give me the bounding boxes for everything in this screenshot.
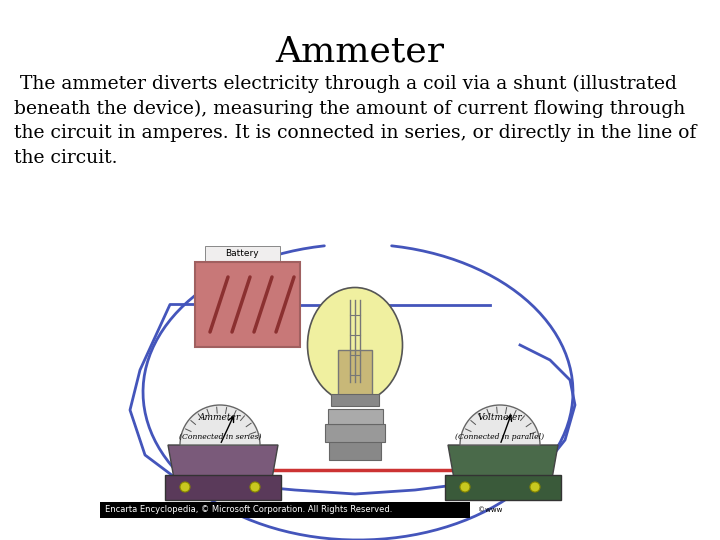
FancyBboxPatch shape [328, 409, 382, 424]
FancyBboxPatch shape [205, 246, 280, 264]
Wedge shape [460, 405, 540, 445]
Text: Voltmeter: Voltmeter [477, 413, 522, 422]
Text: (Connected in series): (Connected in series) [179, 424, 261, 441]
Text: Ammeter: Ammeter [199, 413, 241, 422]
FancyBboxPatch shape [100, 502, 470, 518]
FancyBboxPatch shape [338, 350, 372, 405]
Text: The ammeter diverts electricity through a coil via a shunt (illustrated
beneath : The ammeter diverts electricity through … [14, 75, 696, 166]
Text: Encarta Encyclopedia, © Microsoft Corporation. All Rights Reserved.: Encarta Encyclopedia, © Microsoft Corpor… [105, 505, 392, 515]
Wedge shape [180, 405, 260, 445]
Ellipse shape [307, 287, 402, 402]
Text: (Connected in parallel): (Connected in parallel) [456, 424, 544, 441]
FancyBboxPatch shape [445, 475, 561, 500]
Text: Battery: Battery [225, 249, 258, 259]
Circle shape [530, 482, 540, 492]
Polygon shape [168, 445, 278, 490]
FancyBboxPatch shape [329, 440, 381, 460]
FancyBboxPatch shape [331, 394, 379, 406]
Circle shape [250, 482, 260, 492]
FancyBboxPatch shape [195, 262, 300, 347]
Circle shape [180, 482, 190, 492]
FancyBboxPatch shape [165, 475, 281, 500]
Circle shape [460, 482, 470, 492]
Polygon shape [448, 445, 558, 490]
FancyBboxPatch shape [325, 424, 385, 442]
Text: Ammeter: Ammeter [276, 35, 444, 69]
Text: ©www: ©www [478, 507, 503, 513]
